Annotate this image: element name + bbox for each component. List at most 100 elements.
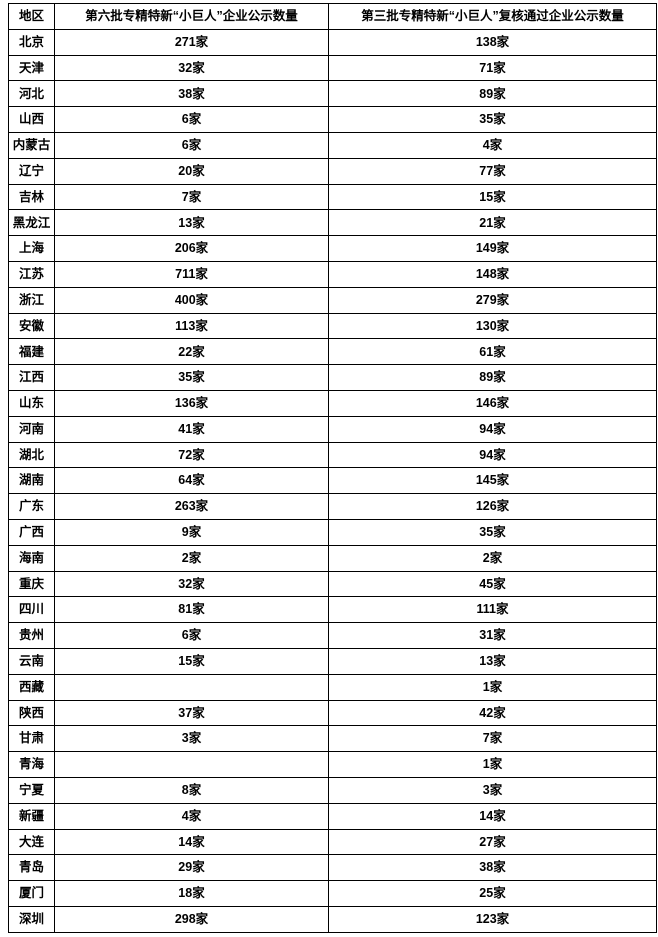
batch6-count-cell: 4家 bbox=[54, 802, 329, 830]
table-body: 北京 271家 138家 天津 32家 71家 河北 38家 89家 山西 6家… bbox=[8, 28, 657, 933]
batch3-review-count-cell: 35家 bbox=[328, 518, 657, 546]
batch3-review-count-cell: 71家 bbox=[328, 54, 657, 82]
table-header: 地区 第六批专精特新“小巨人”企业公示数量 第三批专精特新“小巨人”复核通过企业… bbox=[8, 3, 657, 30]
batch6-count-cell: 3家 bbox=[54, 725, 329, 753]
region-cell: 青海 bbox=[8, 751, 55, 778]
table-row: 山西 6家 35家 bbox=[8, 106, 657, 133]
region-cell: 黑龙江 bbox=[8, 209, 55, 237]
table-row: 海南 2家 2家 bbox=[8, 544, 657, 572]
batch3-review-count-cell: 3家 bbox=[328, 776, 657, 804]
table-row: 广东 263家 126家 bbox=[8, 493, 657, 520]
region-cell: 新疆 bbox=[8, 802, 55, 830]
table-row: 青岛 29家 38家 bbox=[8, 854, 657, 882]
table-row: 安徽 113家 130家 bbox=[8, 312, 657, 340]
batch3-review-count-cell: 126家 bbox=[328, 493, 657, 520]
region-cell: 大连 bbox=[8, 828, 55, 856]
batch3-review-count-cell: 145家 bbox=[328, 467, 657, 495]
batch6-count-cell: 22家 bbox=[54, 338, 329, 366]
batch3-review-count-cell: 111家 bbox=[328, 596, 657, 624]
table-row: 贵州 6家 31家 bbox=[8, 622, 657, 649]
batch3-review-count-cell: 148家 bbox=[328, 260, 657, 288]
table-row: 上海 206家 149家 bbox=[8, 235, 657, 262]
batch6-count-cell: 9家 bbox=[54, 518, 329, 546]
region-cell: 安徽 bbox=[8, 312, 55, 340]
batch6-count-cell: 35家 bbox=[54, 364, 329, 391]
batch3-review-count-cell: 1家 bbox=[328, 673, 657, 701]
batch3-review-count-cell: 7家 bbox=[328, 725, 657, 753]
table-row: 河南 41家 94家 bbox=[8, 415, 657, 443]
batch3-review-count-cell: 14家 bbox=[328, 802, 657, 830]
table-row: 内蒙古 6家 4家 bbox=[8, 131, 657, 159]
batch6-count-cell: 20家 bbox=[54, 157, 329, 185]
table-row: 甘肃 3家 7家 bbox=[8, 725, 657, 753]
batch3-review-count-cell: 42家 bbox=[328, 699, 657, 727]
batch6-count-cell bbox=[54, 751, 329, 778]
batch6-count-cell: 64家 bbox=[54, 467, 329, 495]
region-cell: 海南 bbox=[8, 544, 55, 572]
batch3-review-count-cell: 77家 bbox=[328, 157, 657, 185]
region-cell: 四川 bbox=[8, 596, 55, 624]
region-cell: 吉林 bbox=[8, 183, 55, 211]
region-cell: 浙江 bbox=[8, 286, 55, 314]
batch6-count-cell: 13家 bbox=[54, 209, 329, 237]
region-cell: 宁夏 bbox=[8, 776, 55, 804]
table-row: 西藏 1家 bbox=[8, 673, 657, 701]
table-row: 厦门 18家 25家 bbox=[8, 880, 657, 907]
batch6-count-cell: 18家 bbox=[54, 880, 329, 907]
region-cell: 广东 bbox=[8, 493, 55, 520]
table-row: 河北 38家 89家 bbox=[8, 80, 657, 108]
table-row: 深圳 298家 123家 bbox=[8, 905, 657, 933]
table-row: 陕西 37家 42家 bbox=[8, 699, 657, 727]
batch3-review-count-cell: 1家 bbox=[328, 751, 657, 778]
batch3-review-count-cell: 21家 bbox=[328, 209, 657, 237]
table-row: 广西 9家 35家 bbox=[8, 518, 657, 546]
batch6-count-cell: 136家 bbox=[54, 389, 329, 417]
table-row: 重庆 32家 45家 bbox=[8, 570, 657, 598]
region-cell: 重庆 bbox=[8, 570, 55, 598]
batch3-review-count-cell: 27家 bbox=[328, 828, 657, 856]
batch6-count-cell: 29家 bbox=[54, 854, 329, 882]
batch6-count-cell: 14家 bbox=[54, 828, 329, 856]
batch6-count-cell bbox=[54, 673, 329, 701]
batch6-count-cell: 113家 bbox=[54, 312, 329, 340]
region-cell: 江西 bbox=[8, 364, 55, 391]
batch3-review-count-cell: 4家 bbox=[328, 131, 657, 159]
batch3-review-count-cell: 2家 bbox=[328, 544, 657, 572]
batch3-review-count-cell: 146家 bbox=[328, 389, 657, 417]
batch3-review-count-cell: 94家 bbox=[328, 441, 657, 469]
table-row: 山东 136家 146家 bbox=[8, 389, 657, 417]
region-cell: 厦门 bbox=[8, 880, 55, 907]
batch6-count-cell: 37家 bbox=[54, 699, 329, 727]
batch6-count-cell: 15家 bbox=[54, 647, 329, 675]
batch3-review-count-cell: 25家 bbox=[328, 880, 657, 907]
region-cell: 深圳 bbox=[8, 905, 55, 933]
batch6-count-cell: 6家 bbox=[54, 622, 329, 649]
region-cell: 陕西 bbox=[8, 699, 55, 727]
region-cell: 北京 bbox=[8, 28, 55, 56]
batch3-review-count-cell: 38家 bbox=[328, 854, 657, 882]
batch3-review-count-cell: 31家 bbox=[328, 622, 657, 649]
batch3-review-count-cell: 89家 bbox=[328, 364, 657, 391]
table-row: 宁夏 8家 3家 bbox=[8, 776, 657, 804]
region-cell: 湖北 bbox=[8, 441, 55, 469]
batch3-review-count-cell: 123家 bbox=[328, 905, 657, 933]
batch6-count-cell: 711家 bbox=[54, 260, 329, 288]
batch6-count-cell: 41家 bbox=[54, 415, 329, 443]
table-row: 江苏 711家 148家 bbox=[8, 260, 657, 288]
batch6-count-cell: 2家 bbox=[54, 544, 329, 572]
region-sme-table: 地区 第六批专精特新“小巨人”企业公示数量 第三批专精特新“小巨人”复核通过企业… bbox=[8, 3, 657, 933]
region-cell: 山东 bbox=[8, 389, 55, 417]
batch6-count-cell: 271家 bbox=[54, 28, 329, 56]
batch3-review-count-cell: 15家 bbox=[328, 183, 657, 211]
batch3-review-count-cell: 89家 bbox=[328, 80, 657, 108]
batch6-count-cell: 6家 bbox=[54, 131, 329, 159]
table-row: 青海 1家 bbox=[8, 751, 657, 778]
table-row: 福建 22家 61家 bbox=[8, 338, 657, 366]
table-row: 黑龙江 13家 21家 bbox=[8, 209, 657, 237]
batch3-review-count-cell: 149家 bbox=[328, 235, 657, 262]
region-cell: 湖南 bbox=[8, 467, 55, 495]
batch6-count-cell: 32家 bbox=[54, 570, 329, 598]
batch6-count-cell: 206家 bbox=[54, 235, 329, 262]
batch6-count-cell: 298家 bbox=[54, 905, 329, 933]
table-row: 吉林 7家 15家 bbox=[8, 183, 657, 211]
